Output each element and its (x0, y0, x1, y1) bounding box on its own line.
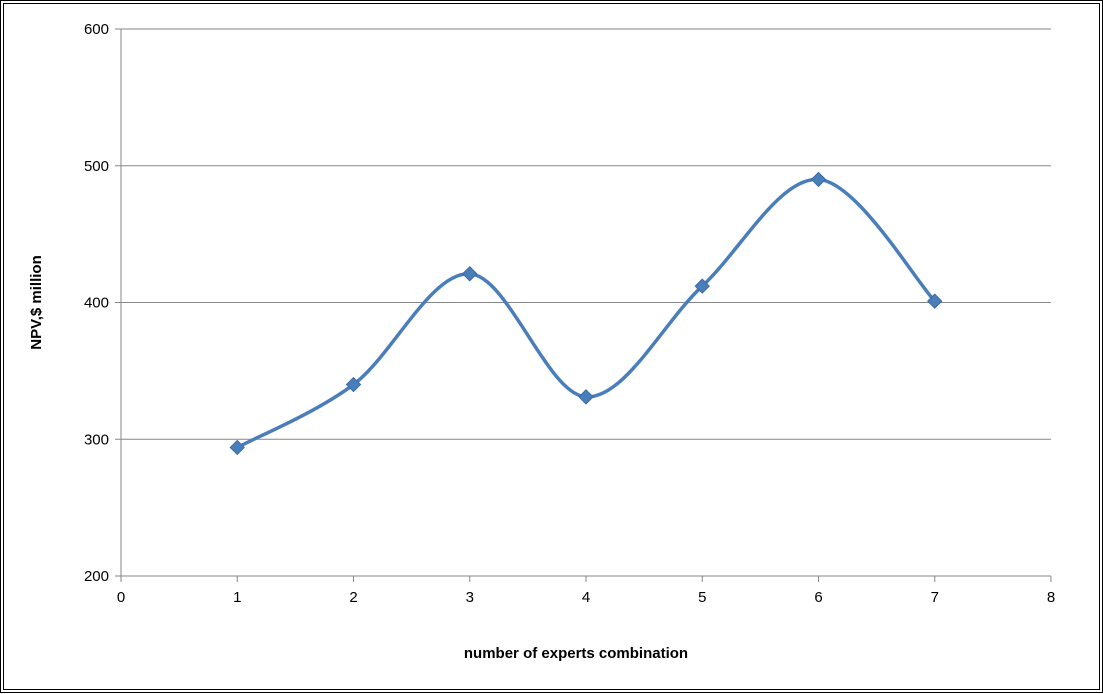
data-point-5 (694, 278, 710, 294)
x-tick-label-0: 0 (117, 589, 125, 606)
y-tick-label-200: 200 (84, 568, 109, 585)
x-tick-label-1: 1 (233, 589, 241, 606)
data-point-2 (345, 376, 362, 393)
data-point-1 (229, 439, 245, 456)
data-point-4 (578, 389, 594, 405)
x-tick-label-6: 6 (814, 589, 822, 606)
data-point-6 (810, 171, 827, 188)
y-axis-title: NPV,$ million (28, 255, 45, 349)
data-series (235, 177, 937, 450)
x-tick-label-7: 7 (931, 589, 939, 606)
x-tick-label-3: 3 (466, 589, 474, 606)
data-point-7 (927, 293, 943, 309)
series-line-0 (235, 177, 937, 450)
y-tick-label-400: 400 (84, 295, 109, 312)
x-tick-label-5: 5 (698, 589, 706, 606)
y-tick-label-300: 300 (84, 431, 109, 448)
tick-labels: 200 300 400 500 600 0 1 2 3 4 5 6 7 8 (84, 21, 1055, 606)
axes (115, 28, 1052, 582)
x-tick-label-2: 2 (349, 589, 357, 606)
gridlines (121, 28, 1051, 440)
data-markers (229, 171, 943, 456)
y-tick-label-500: 500 (84, 158, 109, 175)
data-point-3 (462, 266, 478, 282)
x-tick-label-4: 4 (582, 589, 590, 606)
x-tick-label-8: 8 (1047, 589, 1055, 606)
x-axis-title: number of experts combination (464, 645, 688, 662)
y-tick-label-600: 600 (84, 21, 109, 38)
